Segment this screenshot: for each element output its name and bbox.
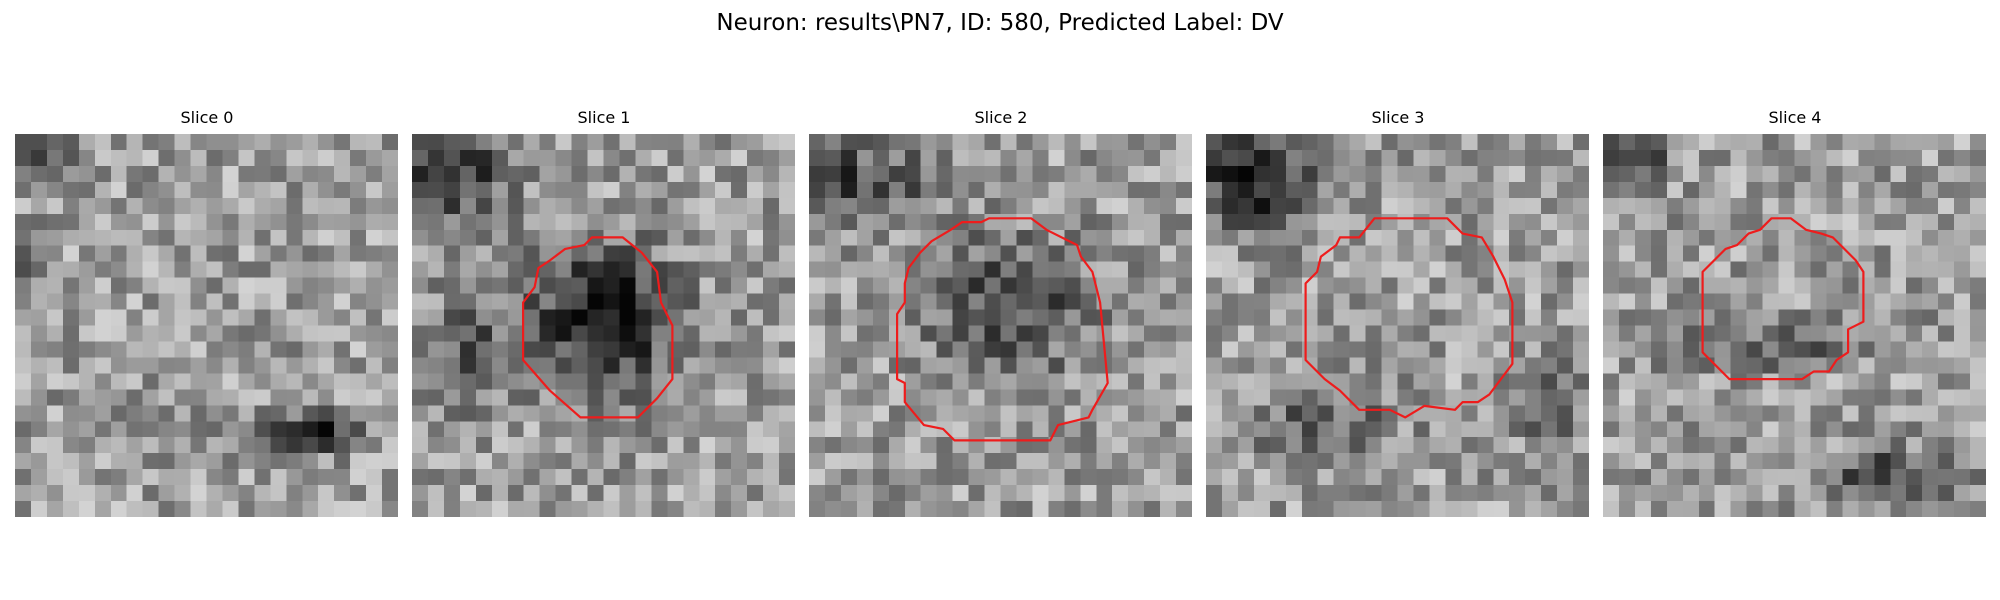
slice-panel-0: Slice 0 [15,108,399,517]
slice-image [1206,134,1589,517]
slice-image [15,134,398,517]
figure-title: Neuron: results\PN7, ID: 580, Predicted … [716,10,1284,36]
contour-overlay [1304,217,1514,419]
segmentation-contour [1304,217,1514,419]
slice-title: Slice 1 [577,108,631,127]
contour-overlay [15,134,398,517]
contour-overlay [1701,217,1865,381]
segmentation-contour [521,236,674,419]
slice-panel-1: Slice 1 [412,108,796,517]
slice-image [1603,134,1986,517]
slice-panel-2: Slice 2 [809,108,1193,517]
slice-title: Slice 4 [1768,108,1822,127]
slice-title: Slice 0 [180,108,234,127]
slice-image [809,134,1192,517]
slice-image [412,134,795,517]
contour-overlay [521,236,674,419]
slice-title: Slice 3 [1371,108,1425,127]
slice-panel-4: Slice 4 [1603,108,1987,517]
slice-title: Slice 2 [974,108,1028,127]
contour-overlay [895,217,1109,442]
slice-panel-3: Slice 3 [1206,108,1590,517]
segmentation-contour [895,217,1109,442]
segmentation-contour [1701,217,1865,381]
